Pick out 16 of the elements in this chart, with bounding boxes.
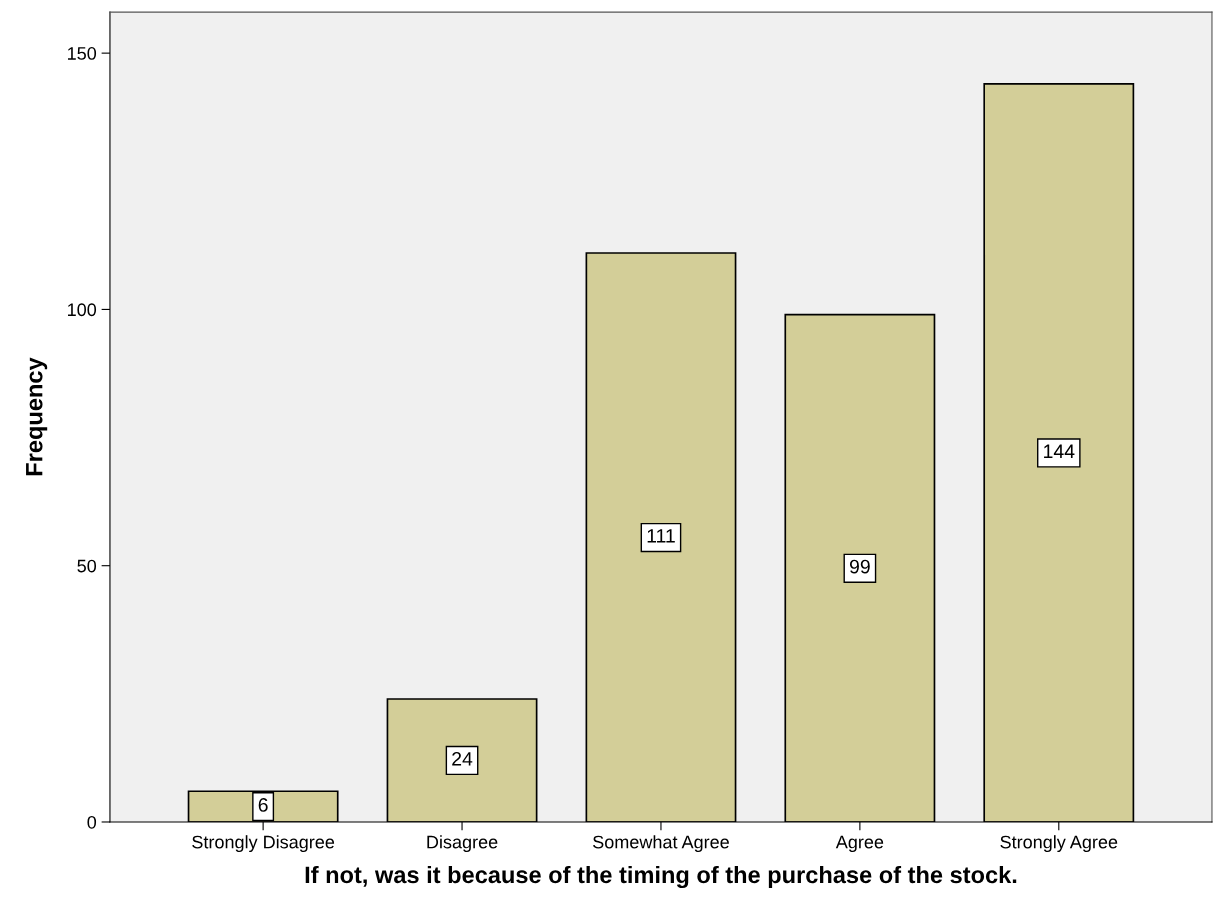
x-tick-label: Strongly Agree	[1000, 835, 1118, 853]
y-tick-label: 150	[68, 47, 97, 60]
y-tick-label: 100	[68, 303, 97, 317]
data-label: 99	[849, 559, 870, 574]
x-tick-label: Somewhat Agree	[593, 835, 729, 853]
data-label: 144	[1044, 444, 1075, 458]
data-label: 6	[258, 798, 268, 812]
x-tick-label: Disagree	[427, 835, 498, 853]
x-axis-title: If not, was it because of the timing of the purchase of the stock.	[305, 865, 1017, 889]
data-label: 111	[647, 529, 675, 543]
y-tick-label: 50	[77, 559, 97, 573]
data-label: 24	[452, 751, 473, 766]
x-tick-label: Agree	[835, 835, 884, 853]
y-axis-title: Frequency	[26, 357, 48, 476]
x-tick-label: Strongly Disagree	[192, 835, 335, 853]
y-tick-label: 0	[87, 815, 97, 829]
